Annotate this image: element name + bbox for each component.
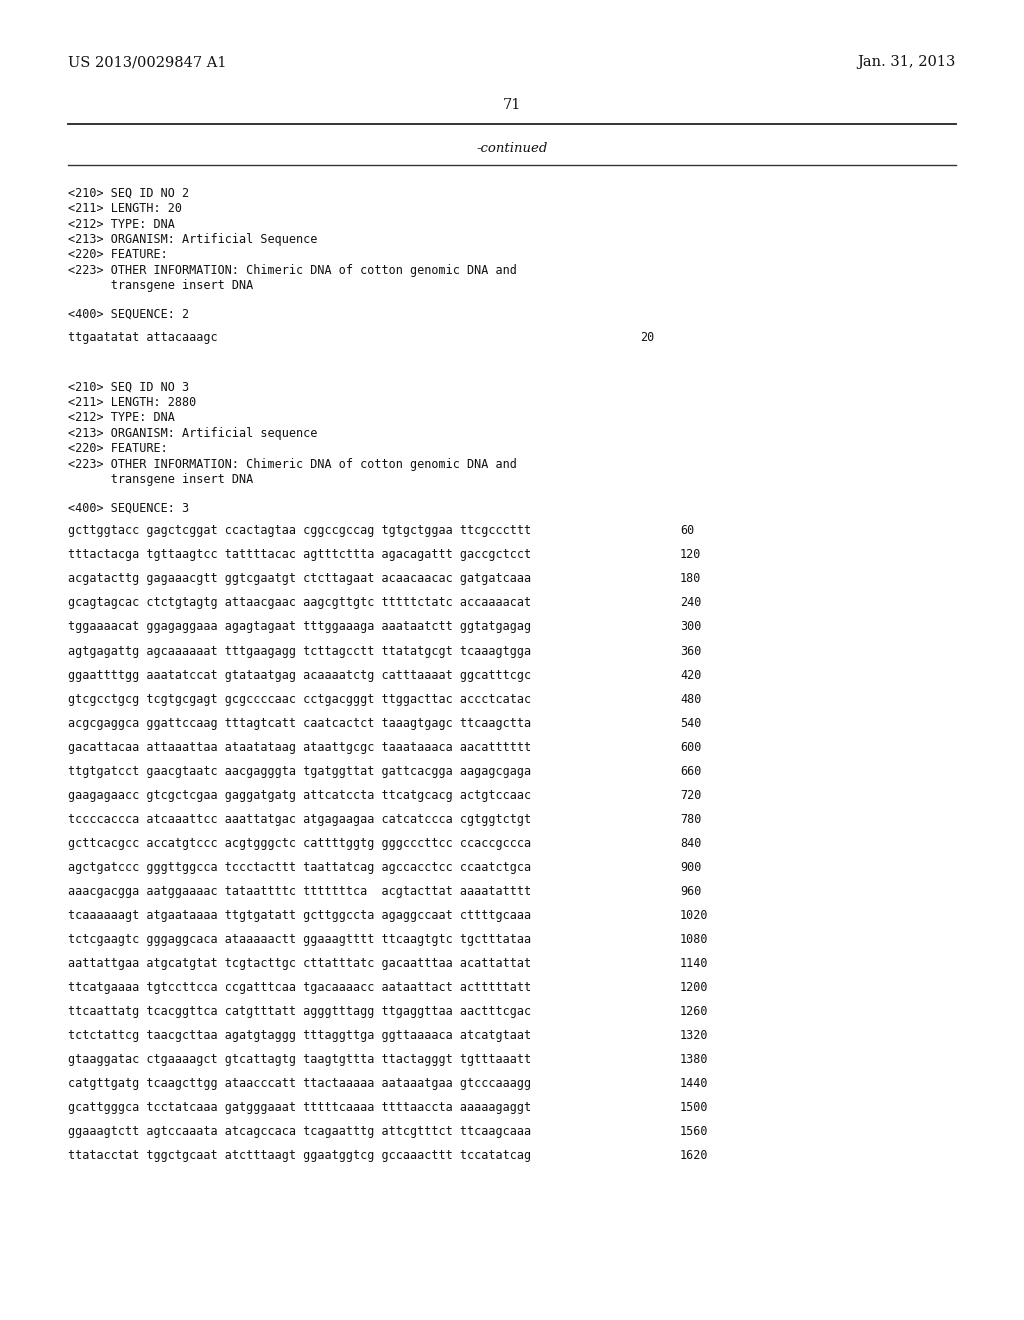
Text: 480: 480 — [680, 693, 701, 706]
Text: US 2013/0029847 A1: US 2013/0029847 A1 — [68, 55, 226, 69]
Text: gtaaggatac ctgaaaagct gtcattagtg taagtgttta ttactagggt tgtttaaatt: gtaaggatac ctgaaaagct gtcattagtg taagtgt… — [68, 1053, 531, 1067]
Text: ttgaatatat attacaaagc: ttgaatatat attacaaagc — [68, 330, 218, 343]
Text: <400> SEQUENCE: 2: <400> SEQUENCE: 2 — [68, 308, 189, 321]
Text: 600: 600 — [680, 741, 701, 754]
Text: 960: 960 — [680, 884, 701, 898]
Text: 360: 360 — [680, 644, 701, 657]
Text: <220> FEATURE:: <220> FEATURE: — [68, 442, 168, 455]
Text: gacattacaa attaaattaa ataatataag ataattgcgc taaataaaca aacatttttt: gacattacaa attaaattaa ataatataag ataattg… — [68, 741, 531, 754]
Text: 900: 900 — [680, 861, 701, 874]
Text: tccccaccca atcaaattcc aaattatgac atgagaagaa catcatccca cgtggtctgt: tccccaccca atcaaattcc aaattatgac atgagaa… — [68, 813, 531, 826]
Text: Jan. 31, 2013: Jan. 31, 2013 — [858, 55, 956, 69]
Text: <210> SEQ ID NO 3: <210> SEQ ID NO 3 — [68, 380, 189, 393]
Text: agtgagattg agcaaaaaat tttgaagagg tcttagcctt ttatatgcgt tcaaagtgga: agtgagattg agcaaaaaat tttgaagagg tcttagc… — [68, 644, 531, 657]
Text: 660: 660 — [680, 764, 701, 777]
Text: <211> LENGTH: 20: <211> LENGTH: 20 — [68, 202, 182, 215]
Text: acgcgaggca ggattccaag tttagtcatt caatcactct taaagtgagc ttcaagctta: acgcgaggca ggattccaag tttagtcatt caatcac… — [68, 717, 531, 730]
Text: <211> LENGTH: 2880: <211> LENGTH: 2880 — [68, 396, 197, 409]
Text: 540: 540 — [680, 717, 701, 730]
Text: <220> FEATURE:: <220> FEATURE: — [68, 248, 168, 261]
Text: 1440: 1440 — [680, 1077, 709, 1090]
Text: 1620: 1620 — [680, 1148, 709, 1162]
Text: <212> TYPE: DNA: <212> TYPE: DNA — [68, 218, 175, 231]
Text: ttcatgaaaa tgtccttcca ccgatttcaa tgacaaaacc aataattact actttttatt: ttcatgaaaa tgtccttcca ccgatttcaa tgacaaa… — [68, 981, 531, 994]
Text: 180: 180 — [680, 573, 701, 586]
Text: ttgtgatcct gaacgtaatc aacgagggta tgatggttat gattcacgga aagagcgaga: ttgtgatcct gaacgtaatc aacgagggta tgatggt… — [68, 764, 531, 777]
Text: 840: 840 — [680, 837, 701, 850]
Text: gaagagaacc gtcgctcgaa gaggatgatg attcatccta ttcatgcacg actgtccaac: gaagagaacc gtcgctcgaa gaggatgatg attcatc… — [68, 788, 531, 801]
Text: 1380: 1380 — [680, 1053, 709, 1067]
Text: 300: 300 — [680, 620, 701, 634]
Text: ggaattttgg aaatatccat gtataatgag acaaaatctg catttaaaat ggcatttcgc: ggaattttgg aaatatccat gtataatgag acaaaat… — [68, 668, 531, 681]
Text: <212> TYPE: DNA: <212> TYPE: DNA — [68, 412, 175, 424]
Text: transgene insert DNA: transgene insert DNA — [68, 474, 253, 486]
Text: aattattgaa atgcatgtat tcgtacttgc cttatttatc gacaatttaa acattattat: aattattgaa atgcatgtat tcgtacttgc cttattt… — [68, 957, 531, 970]
Text: 420: 420 — [680, 668, 701, 681]
Text: -continued: -continued — [476, 141, 548, 154]
Text: <223> OTHER INFORMATION: Chimeric DNA of cotton genomic DNA and: <223> OTHER INFORMATION: Chimeric DNA of… — [68, 458, 517, 471]
Text: 1140: 1140 — [680, 957, 709, 970]
Text: ttcaattatg tcacggttca catgtttatt agggtttagg ttgaggttaa aactttcgac: ttcaattatg tcacggttca catgtttatt agggttt… — [68, 1005, 531, 1018]
Text: agctgatccc gggttggcca tccctacttt taattatcag agccacctcc ccaatctgca: agctgatccc gggttggcca tccctacttt taattat… — [68, 861, 531, 874]
Text: 1260: 1260 — [680, 1005, 709, 1018]
Text: 1020: 1020 — [680, 908, 709, 921]
Text: aaacgacgga aatggaaaac tataattttc tttttttca  acgtacttat aaaatatttt: aaacgacgga aatggaaaac tataattttc ttttttt… — [68, 884, 531, 898]
Text: ggaaagtctt agtccaaata atcagccaca tcagaatttg attcgtttct ttcaagcaaa: ggaaagtctt agtccaaata atcagccaca tcagaat… — [68, 1125, 531, 1138]
Text: 780: 780 — [680, 813, 701, 826]
Text: 1320: 1320 — [680, 1028, 709, 1041]
Text: catgttgatg tcaagcttgg ataacccatt ttactaaaaa aataaatgaa gtcccaaagg: catgttgatg tcaagcttgg ataacccatt ttactaa… — [68, 1077, 531, 1090]
Text: gcattgggca tcctatcaaa gatgggaaat tttttcaaaa ttttaaccta aaaaagaggt: gcattgggca tcctatcaaa gatgggaaat tttttca… — [68, 1101, 531, 1114]
Text: tggaaaacat ggagaggaaa agagtagaat tttggaaaga aaataatctt ggtatgagag: tggaaaacat ggagaggaaa agagtagaat tttggaa… — [68, 620, 531, 634]
Text: 1200: 1200 — [680, 981, 709, 994]
Text: 1560: 1560 — [680, 1125, 709, 1138]
Text: 20: 20 — [640, 330, 654, 343]
Text: 720: 720 — [680, 788, 701, 801]
Text: tcaaaaaagt atgaataaaa ttgtgatatt gcttggccta agaggccaat cttttgcaaa: tcaaaaaagt atgaataaaa ttgtgatatt gcttggc… — [68, 908, 531, 921]
Text: 71: 71 — [503, 98, 521, 112]
Text: 60: 60 — [680, 524, 694, 537]
Text: <213> ORGANISM: Artificial Sequence: <213> ORGANISM: Artificial Sequence — [68, 234, 317, 246]
Text: <400> SEQUENCE: 3: <400> SEQUENCE: 3 — [68, 502, 189, 515]
Text: tctcgaagtc gggaggcaca ataaaaactt ggaaagtttt ttcaagtgtc tgctttataa: tctcgaagtc gggaggcaca ataaaaactt ggaaagt… — [68, 933, 531, 946]
Text: 1080: 1080 — [680, 933, 709, 946]
Text: gcttcacgcc accatgtccc acgtgggctc cattttggtg gggcccttcc ccaccgccca: gcttcacgcc accatgtccc acgtgggctc cattttg… — [68, 837, 531, 850]
Text: gcagtagcac ctctgtagtg attaacgaac aagcgttgtc tttttctatc accaaaacat: gcagtagcac ctctgtagtg attaacgaac aagcgtt… — [68, 597, 531, 610]
Text: 120: 120 — [680, 548, 701, 561]
Text: gtcgcctgcg tcgtgcgagt gcgccccaac cctgacgggt ttggacttac accctcatac: gtcgcctgcg tcgtgcgagt gcgccccaac cctgacg… — [68, 693, 531, 706]
Text: tctctattcg taacgcttaa agatgtaggg tttaggttga ggttaaaaca atcatgtaat: tctctattcg taacgcttaa agatgtaggg tttaggt… — [68, 1028, 531, 1041]
Text: <210> SEQ ID NO 2: <210> SEQ ID NO 2 — [68, 186, 189, 199]
Text: gcttggtacc gagctcggat ccactagtaa cggccgccag tgtgctggaa ttcgcccttt: gcttggtacc gagctcggat ccactagtaa cggccgc… — [68, 524, 531, 537]
Text: 240: 240 — [680, 597, 701, 610]
Text: 1500: 1500 — [680, 1101, 709, 1114]
Text: acgatacttg gagaaacgtt ggtcgaatgt ctcttagaat acaacaacac gatgatcaaa: acgatacttg gagaaacgtt ggtcgaatgt ctcttag… — [68, 573, 531, 586]
Text: ttatacctat tggctgcaat atctttaagt ggaatggtcg gccaaacttt tccatatcag: ttatacctat tggctgcaat atctttaagt ggaatgg… — [68, 1148, 531, 1162]
Text: <213> ORGANISM: Artificial sequence: <213> ORGANISM: Artificial sequence — [68, 426, 317, 440]
Text: transgene insert DNA: transgene insert DNA — [68, 280, 253, 293]
Text: <223> OTHER INFORMATION: Chimeric DNA of cotton genomic DNA and: <223> OTHER INFORMATION: Chimeric DNA of… — [68, 264, 517, 277]
Text: tttactacga tgttaagtcc tattttacac agtttcttta agacagattt gaccgctcct: tttactacga tgttaagtcc tattttacac agtttct… — [68, 548, 531, 561]
